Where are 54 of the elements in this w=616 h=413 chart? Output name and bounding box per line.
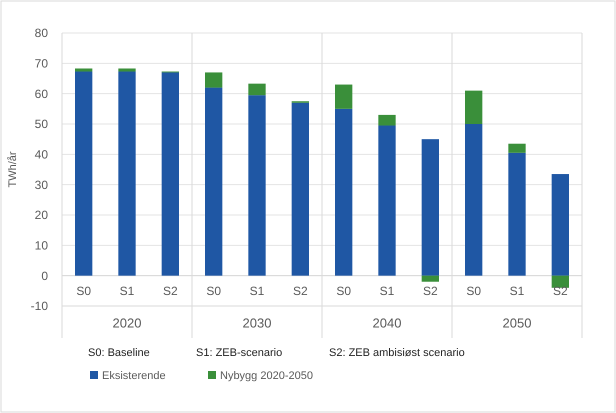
- x-tick-label: S1: [120, 284, 135, 298]
- y-tick-label: 80: [34, 26, 48, 40]
- y-tick-label: -10: [30, 299, 48, 314]
- text: S2: ZEB ambisiøst scenario: [329, 346, 465, 359]
- bar: [292, 102, 309, 276]
- x-tick-label: S1: [250, 284, 265, 298]
- bar: [75, 68, 92, 72]
- bar: [508, 144, 526, 153]
- bar: [118, 68, 136, 72]
- text: S0: Baseline: [88, 346, 150, 359]
- bar: [422, 276, 439, 282]
- bar: [378, 114, 396, 126]
- bar: [205, 88, 222, 276]
- y-tick-label: 10: [34, 238, 48, 253]
- text: S1: ZEB-scenario: [196, 346, 282, 359]
- bar: [205, 72, 222, 88]
- bar: [162, 72, 179, 276]
- bar: [248, 84, 266, 96]
- y-tick-label: 20: [34, 208, 48, 222]
- x-tick-label: S2: [422, 284, 438, 298]
- legend-label: Eksisterende: [102, 370, 166, 382]
- text: 2030: [242, 316, 272, 331]
- y-tick-label: 30: [34, 178, 48, 192]
- y-tick-label: 70: [34, 56, 48, 71]
- text: 2020: [112, 316, 142, 331]
- bar: [465, 90, 482, 124]
- bar: [75, 72, 92, 276]
- bar: [422, 139, 439, 276]
- text: 2050: [502, 316, 532, 331]
- bar: [465, 124, 482, 276]
- x-tick-label: S0: [206, 284, 222, 298]
- bar: [248, 95, 266, 276]
- bar: [508, 152, 526, 276]
- legend-label: Nybygg 2020-2050: [220, 370, 313, 382]
- x-tick-label: S2: [552, 284, 568, 298]
- y-tick-label: 60: [34, 86, 48, 101]
- x-tick-label: S1: [510, 284, 525, 298]
- bar: [378, 126, 396, 276]
- x-tick-label: S2: [162, 284, 178, 298]
- bar: [118, 72, 136, 276]
- y-axis-title: TWh/år: [7, 151, 19, 188]
- y-tick-label: 0: [41, 268, 48, 283]
- y-tick-label: 40: [34, 148, 48, 162]
- x-tick-label: S2: [292, 284, 308, 298]
- bar: [335, 108, 352, 276]
- x-tick-label: S0: [466, 284, 482, 298]
- bar: [552, 174, 569, 276]
- x-tick-label: S1: [380, 284, 395, 298]
- x-tick-label: S0: [76, 284, 92, 298]
- text: 2040: [372, 316, 402, 331]
- bar: [552, 276, 569, 288]
- x-tick-label: S0: [336, 284, 352, 298]
- y-tick-label: 50: [34, 117, 48, 132]
- bar: [335, 84, 352, 109]
